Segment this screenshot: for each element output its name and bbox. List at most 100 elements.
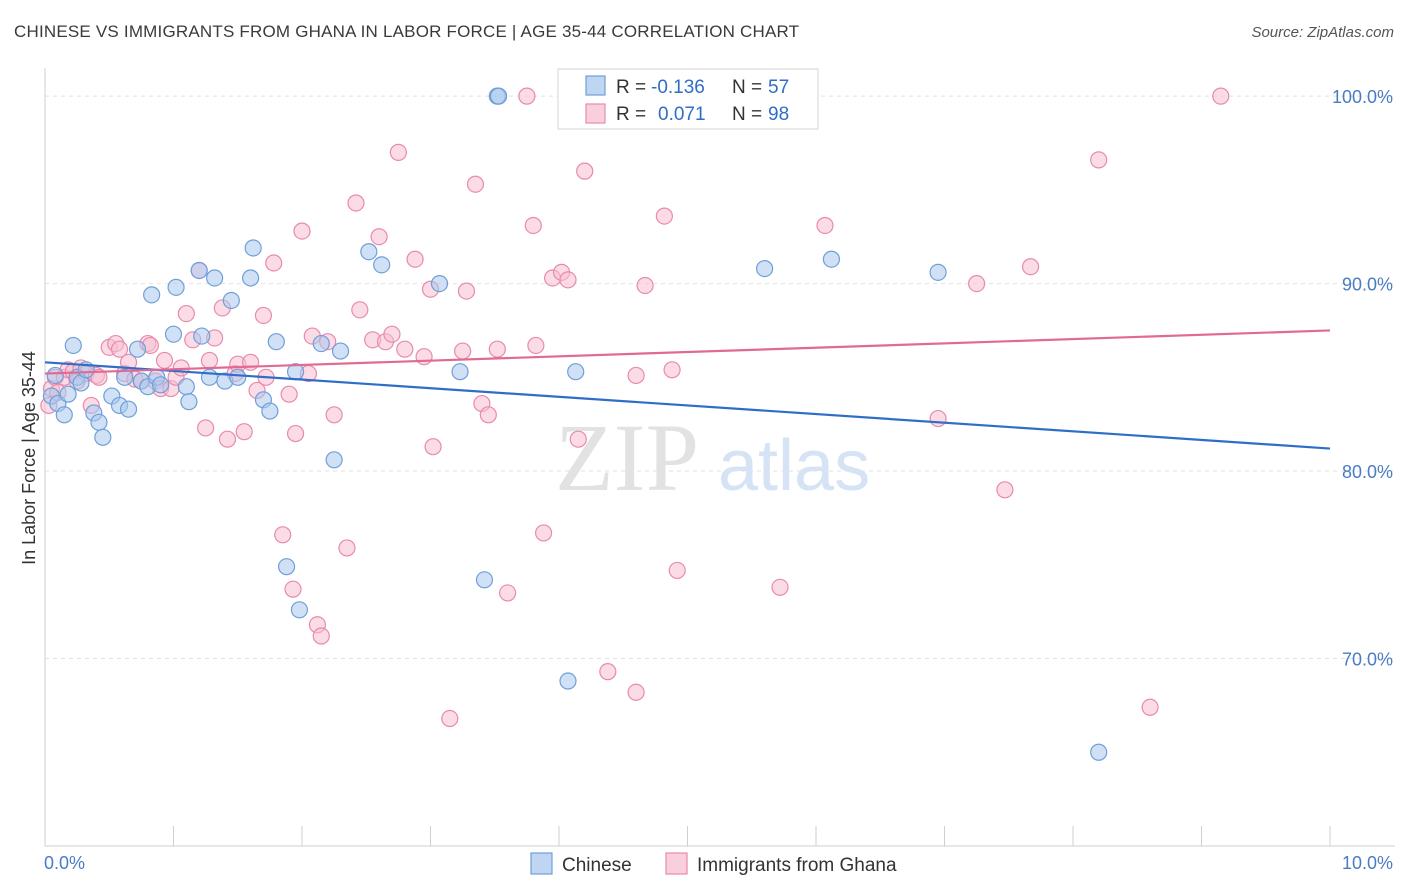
point-ghana-41 (254, 306, 273, 325)
point-chinese-15 (119, 400, 138, 418)
point-chinese-22 (164, 325, 183, 343)
point-chinese-31 (222, 291, 240, 310)
point-ghana-28 (177, 304, 195, 323)
point-ghana-68 (441, 709, 459, 728)
point-ghana-70 (457, 282, 476, 300)
point-chinese-29 (206, 269, 224, 287)
point-ghana-59 (370, 228, 388, 246)
point-chinese-43 (331, 342, 350, 360)
point-ghana-31 (197, 419, 215, 437)
point-chinese-55 (929, 263, 947, 281)
point-chinese-44 (360, 243, 378, 261)
trend-lines (44, 329, 1331, 450)
point-chinese-3 (55, 406, 73, 424)
point-chinese-46 (430, 274, 449, 293)
point-ghana-64 (406, 250, 424, 268)
point-ghana-43 (265, 254, 283, 272)
point-chinese-53 (755, 259, 774, 278)
chart-source: Source: ZipAtlas.com (1251, 24, 1394, 41)
point-ghana-78 (527, 336, 545, 355)
point-chinese-23 (167, 278, 185, 296)
bottom-legend-label-ghana: Immigrants from Ghana (697, 855, 897, 876)
bottom-legend-swatch-chinese (530, 852, 553, 875)
legend-r-value-ghana: 0.071 (658, 104, 706, 125)
point-chinese-37 (267, 333, 285, 351)
point-ghana-82 (559, 271, 577, 289)
point-ghana-56 (347, 194, 365, 212)
point-ghana-85 (599, 663, 617, 681)
bottom-legend-swatch-ghana (665, 852, 688, 875)
point-ghana-86 (627, 683, 645, 701)
y-tick-label-2: 90.0% (1342, 275, 1393, 295)
legend-n-value-chinese: 57 (768, 77, 789, 98)
point-chinese-1 (46, 366, 64, 385)
point-chinese-21 (152, 376, 170, 394)
grid-lines (45, 95, 1395, 660)
watermark-zip: ZIP (555, 404, 699, 511)
point-chinese-48 (475, 571, 494, 589)
point-ghana-83 (569, 430, 587, 448)
point-ghana-63 (396, 340, 414, 358)
point-ghana-32 (200, 351, 219, 370)
legend-n-label-ghana: N = (732, 104, 762, 125)
point-ghana-65 (415, 348, 433, 366)
point-ghana-71 (466, 175, 485, 193)
point-ghana-100 (1212, 87, 1230, 105)
point-ghana-12 (90, 368, 108, 386)
point-chinese-16 (128, 340, 147, 358)
point-ghana-57 (351, 301, 369, 319)
point-chinese-33 (242, 269, 260, 287)
point-chinese-56 (1090, 743, 1108, 761)
point-ghana-79 (534, 524, 553, 542)
point-ghana-97 (1021, 258, 1040, 276)
point-ghana-52 (312, 627, 330, 645)
point-ghana-94 (929, 409, 947, 428)
y-tick-label-1: 80.0% (1342, 462, 1393, 482)
point-chinese-32 (229, 368, 247, 386)
point-ghana-93 (816, 216, 834, 235)
point-chinese-34 (244, 239, 262, 257)
point-ghana-62 (389, 143, 407, 161)
point-ghana-89 (655, 207, 673, 225)
bottom-legend-label-chinese: Chinese (562, 855, 632, 876)
point-ghana-90 (663, 361, 681, 379)
point-chinese-50 (490, 87, 508, 105)
point-ghana-95 (968, 274, 986, 293)
trend-line-ghana (44, 329, 1331, 375)
point-chinese-38 (277, 558, 296, 576)
y-tick-label-3: 100.0% (1332, 87, 1393, 107)
point-ghana-38 (235, 423, 253, 441)
legend-r-label-chinese: R = (616, 77, 646, 98)
point-chinese-19 (143, 286, 161, 304)
x-tick-label-1: 10.0% (1342, 853, 1393, 873)
point-ghana-99 (1141, 698, 1159, 716)
point-chinese-45 (373, 256, 391, 274)
point-ghana-87 (627, 366, 645, 385)
legend-swatch-chinese (585, 75, 606, 96)
point-chinese-14 (116, 368, 134, 386)
watermark: ZIP atlas (555, 404, 870, 511)
point-ghana-47 (286, 424, 305, 443)
point-ghana-61 (383, 325, 401, 343)
point-ghana-35 (218, 430, 237, 448)
point-ghana-46 (284, 580, 302, 598)
point-chinese-24 (177, 378, 195, 396)
point-chinese-5 (64, 336, 82, 355)
point-chinese-41 (312, 334, 330, 353)
x-tick-label-0: 0.0% (44, 853, 85, 873)
point-chinese-47 (451, 363, 469, 381)
point-ghana-48 (293, 222, 311, 240)
point-chinese-28 (200, 368, 219, 386)
legend-swatch-ghana (585, 103, 606, 124)
legend-r-value-chinese: -0.136 (651, 77, 705, 98)
chart-title: CHINESE VS IMMIGRANTS FROM GHANA IN LABO… (14, 22, 800, 41)
point-ghana-67 (424, 438, 442, 456)
legend-r-label-ghana: R = (616, 104, 646, 125)
point-ghana-75 (499, 584, 517, 602)
point-ghana-74 (488, 340, 506, 358)
point-ghana-84 (576, 162, 594, 180)
point-ghana-55 (338, 539, 356, 557)
point-ghana-77 (524, 216, 542, 235)
point-chinese-11 (94, 428, 112, 446)
tick-labels: 70.0% 80.0% 90.0% 100.0% 0.0% 10.0% (44, 87, 1393, 873)
